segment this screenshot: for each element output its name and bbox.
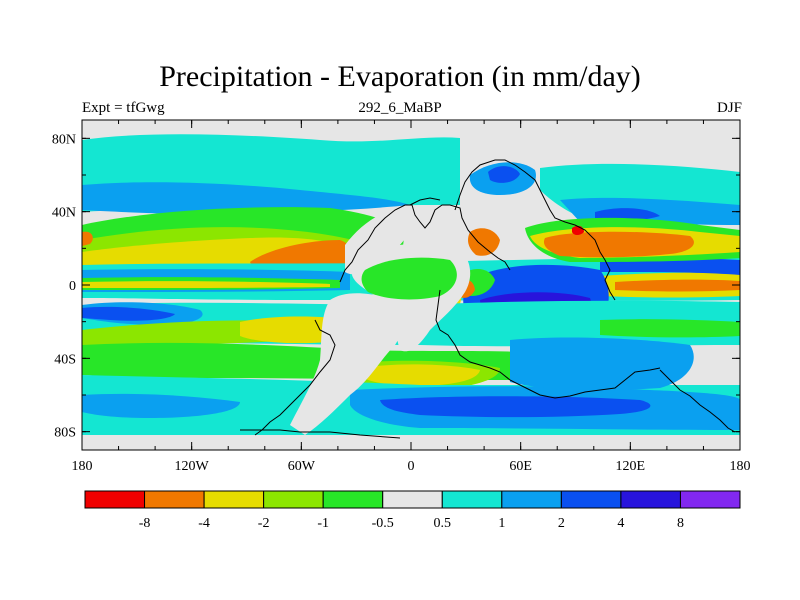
colorbar-swatch	[620, 490, 681, 509]
coastlines	[240, 159, 736, 439]
colorbar-swatch	[679, 490, 741, 509]
colorbar-swatch	[560, 490, 622, 509]
colorbar-label: -2	[258, 516, 270, 531]
experiment-label: Expt = tfGwg	[82, 100, 165, 116]
colorbar-swatch	[263, 490, 324, 509]
band-equator-orange-east-2	[615, 279, 740, 292]
map-title: Precipitation - Evaporation (in mm/day)	[159, 60, 641, 93]
colorbar-label: -0.5	[372, 516, 394, 531]
colorbar-label: -1	[317, 516, 329, 531]
coast-south-america	[254, 319, 336, 436]
colorbar-label: -8	[139, 516, 151, 531]
colorbar-label: 8	[677, 516, 684, 531]
x-tick-label: 120E	[616, 459, 646, 474]
colorbar-label: 1	[498, 516, 505, 531]
australia-lightblue	[510, 337, 694, 390]
colorbar-label: 0.5	[434, 516, 452, 531]
band-north-blue	[82, 182, 410, 215]
y-tick-label: 80N	[52, 132, 76, 147]
colorbar-swatch	[84, 490, 146, 509]
band-south-darkblue-2	[380, 396, 651, 418]
land-south-america	[290, 293, 405, 435]
x-tick-label: 120W	[175, 459, 210, 474]
coast-arctic	[409, 197, 441, 206]
colorbar-swatch	[322, 490, 384, 509]
x-tick-label: 60E	[509, 459, 532, 474]
y-tick-labels: 80N 40N 0 40S 80S	[52, 132, 76, 440]
x-tick-label: 60W	[288, 459, 316, 474]
y-tick-label: 0	[69, 279, 76, 294]
colorbar-label: -4	[198, 516, 210, 531]
x-tick-labels: 180 120W 60W 0 60E 120E 180	[72, 459, 751, 474]
field-layer	[82, 120, 740, 450]
colorbar	[84, 490, 741, 509]
colorbar-swatch	[144, 490, 205, 509]
colorbar-swatch	[501, 490, 562, 509]
band-south-blue-west-2	[82, 393, 240, 418]
y-tick-label: 40S	[54, 352, 76, 367]
colorbar-labels: -8 -4 -2 -1 -0.5 0.5 1 2 4 8	[139, 516, 684, 531]
time-label: 292_6_MaBP	[358, 100, 442, 116]
pacific-orange-west	[82, 231, 93, 246]
coast-north-america	[339, 204, 511, 283]
coast-australia	[659, 369, 736, 433]
colorbar-swatch	[203, 490, 265, 509]
band-south-yellow-2	[360, 364, 480, 386]
y-tick-label: 40N	[52, 206, 76, 221]
coast-antarctica-west	[240, 429, 401, 439]
arctic-darkblue-core	[488, 166, 520, 183]
colorbar-label: 2	[558, 516, 565, 531]
coast-eurasia	[454, 159, 616, 301]
coast-africa	[435, 289, 661, 399]
africa-green	[361, 257, 457, 300]
colorbar-label: 4	[617, 516, 624, 531]
season-label: DJF	[716, 100, 742, 116]
colorbar-swatch	[382, 490, 443, 509]
band-south-green-east	[600, 319, 740, 338]
x-tick-label: 180	[730, 459, 751, 474]
band-north-darkblue-east	[595, 208, 660, 221]
y-tick-label: 80S	[54, 426, 76, 441]
band-equator-yellow-west	[82, 281, 330, 288]
europe-orange	[468, 228, 500, 256]
x-tick-label: 0	[408, 459, 415, 474]
colorbar-swatch	[441, 490, 503, 509]
asia-orange	[543, 231, 694, 258]
axis-ticks	[81, 120, 741, 450]
band-south-darkblue-west	[82, 306, 175, 321]
x-tick-label: 180	[72, 459, 93, 474]
